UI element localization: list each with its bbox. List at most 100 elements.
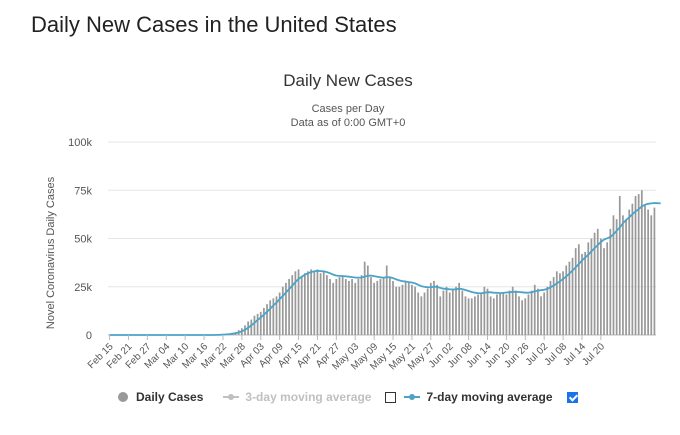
bar	[537, 288, 539, 335]
bar	[256, 313, 259, 335]
bar	[389, 277, 391, 335]
bar	[272, 298, 275, 335]
bar	[344, 279, 347, 335]
y-tick-label: 100k	[68, 137, 92, 149]
bar	[568, 261, 571, 335]
bar	[259, 311, 262, 335]
bar	[650, 215, 653, 335]
bar	[373, 282, 375, 335]
bar	[423, 292, 426, 335]
bar	[499, 292, 501, 335]
bar	[596, 228, 599, 335]
bar	[300, 277, 303, 335]
bar	[587, 242, 590, 335]
toggle-7-day-average-checkbox[interactable]	[566, 391, 578, 403]
bar	[297, 269, 300, 335]
bar	[508, 290, 511, 335]
bar	[316, 269, 319, 335]
toggle-3-day-average-checkbox[interactable]	[385, 391, 397, 403]
bar	[483, 286, 486, 335]
bar	[606, 242, 609, 335]
bar	[269, 300, 272, 335]
bar	[401, 284, 404, 335]
bar	[439, 296, 442, 335]
bar	[341, 275, 344, 335]
chart-subtitle-line1: Cases per Day	[312, 103, 385, 115]
bar	[492, 298, 495, 335]
bar	[524, 298, 527, 335]
bar	[250, 319, 253, 335]
bar	[429, 282, 432, 335]
bar	[288, 279, 290, 335]
bar	[644, 205, 646, 335]
bar	[278, 292, 281, 335]
bar	[354, 282, 357, 335]
bar	[458, 282, 461, 335]
series-line-7-day-average	[109, 202, 661, 336]
bar	[581, 253, 583, 335]
bar	[335, 279, 338, 335]
bar	[461, 290, 464, 335]
legend-item-3-day-average[interactable]: 3-day moving average	[223, 390, 371, 404]
bar	[426, 288, 429, 335]
bar	[417, 292, 420, 335]
bar	[540, 296, 542, 335]
y-tick-label: 50k	[74, 234, 92, 246]
legend-item-7-day-average[interactable]: 7-day moving average	[404, 390, 553, 404]
bar	[464, 296, 467, 335]
bar	[637, 194, 640, 335]
bar	[263, 307, 265, 335]
bar	[253, 315, 256, 335]
bar	[603, 248, 605, 335]
bar	[511, 286, 514, 335]
bar	[433, 280, 435, 335]
bar	[521, 300, 524, 335]
bar	[303, 273, 306, 335]
y-tick-label: 0	[86, 330, 92, 342]
bar	[398, 286, 401, 335]
bar	[404, 280, 407, 335]
bar	[631, 203, 634, 335]
bar	[294, 271, 297, 335]
bar	[442, 290, 445, 335]
bar	[489, 296, 492, 335]
bar	[357, 279, 360, 335]
bar	[527, 294, 530, 335]
bar	[612, 215, 615, 335]
bar	[480, 292, 483, 335]
bar	[618, 196, 621, 335]
y-tick-label: 25k	[74, 282, 92, 294]
bar	[496, 294, 498, 335]
bar	[329, 279, 331, 335]
bar	[552, 277, 555, 335]
bar	[615, 219, 618, 335]
bar	[348, 280, 350, 335]
bar	[319, 273, 322, 335]
bar	[574, 248, 577, 335]
bar	[593, 232, 596, 335]
bar	[275, 296, 278, 335]
bar	[351, 279, 353, 335]
bar	[366, 265, 369, 335]
bar	[445, 286, 448, 335]
bar	[363, 261, 366, 335]
bar	[411, 284, 413, 335]
bar	[609, 228, 612, 335]
bar	[281, 286, 284, 335]
bar	[625, 219, 627, 335]
bar	[505, 294, 508, 335]
bar	[647, 209, 649, 335]
legend-item-daily-cases[interactable]: Daily Cases	[118, 390, 203, 404]
bar	[376, 280, 379, 335]
bar	[600, 238, 602, 335]
bar	[467, 298, 470, 335]
bar	[310, 269, 313, 335]
bar	[285, 282, 287, 335]
bar	[266, 304, 268, 335]
chart-subtitle-line2: Data as of 0:00 GMT+0	[291, 117, 406, 129]
bar	[562, 271, 564, 335]
bar	[622, 215, 624, 335]
bar	[640, 190, 643, 335]
bar	[549, 280, 552, 335]
bar	[322, 271, 325, 335]
